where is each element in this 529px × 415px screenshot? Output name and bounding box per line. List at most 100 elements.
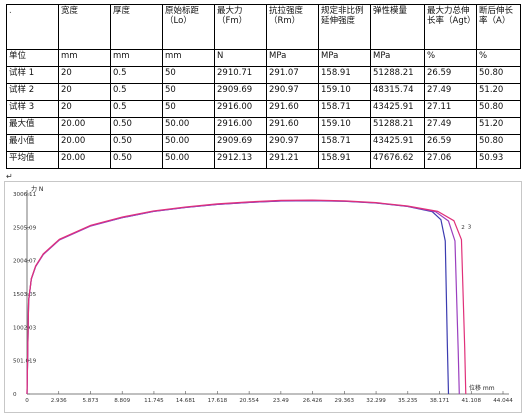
x-tick-label: 23.49 xyxy=(273,398,289,404)
y-tick-label: 1002.03 xyxy=(13,325,37,331)
x-tick-label: 11.745 xyxy=(144,398,164,404)
column-header: 最大力（Fm） xyxy=(214,4,267,50)
table-cell: 0.50 xyxy=(110,117,163,135)
series-line xyxy=(26,199,467,395)
x-tick-label: 35.235 xyxy=(398,398,418,404)
y-tick-label: 501.019 xyxy=(13,359,37,365)
column-header: 原始标距（Lo） xyxy=(162,4,215,50)
table-cell: 50 xyxy=(162,66,215,84)
table-header-row: . 宽度 厚度 原始标距（Lo） 最大力（Fm） 抗拉强度（Rm） 规定非比例延伸强度 弹性模… xyxy=(6,4,521,50)
x-tick-label: 5.873 xyxy=(82,398,98,404)
row-label: 单位 xyxy=(6,49,59,67)
chart-svg: 0 501.019 1002.03 1503.05 2004.07 2505.09 3006… xyxy=(13,185,513,404)
table-cell: 2912.13 xyxy=(214,151,267,169)
table-cell: 20.00 xyxy=(58,117,111,135)
table-cell: 0.5 xyxy=(110,83,163,101)
unit-cell: mm xyxy=(162,49,215,67)
series-label: 3 xyxy=(468,225,472,231)
table-cell: 291.60 xyxy=(266,100,319,118)
table-cell: 2909.69 xyxy=(214,83,267,101)
table-units-row: 单位 mm mm mm N MPa MPa MPa%% xyxy=(6,49,521,67)
table-cell: 291.07 xyxy=(266,66,319,84)
unit-cell: MPa xyxy=(370,49,425,67)
table-cell: 27.49 xyxy=(424,117,477,135)
table-cell: 26.59 xyxy=(424,134,477,152)
y-tick-label: 0 xyxy=(13,392,17,398)
table-cell: 51.20 xyxy=(476,117,521,135)
table-cell: 291.60 xyxy=(266,117,319,135)
x-axis-label: 位移 mm xyxy=(469,384,495,392)
table-cell: 50.00 xyxy=(162,151,215,169)
results-table: . 宽度 厚度 原始标距（Lo） 最大力（Fm） 抗拉强度（Rm） 规定非比例延伸强度 弹性模… xyxy=(6,4,521,169)
column-header: 厚度 xyxy=(110,4,163,50)
table-cell: 26.59 xyxy=(424,66,477,84)
unit-cell: % xyxy=(424,49,477,67)
series-line xyxy=(26,200,450,395)
table-cell: 50.00 xyxy=(162,117,215,135)
unit-cell: N xyxy=(214,49,267,67)
table-cell: 158.71 xyxy=(318,100,371,118)
table-cell: 0.5 xyxy=(110,100,163,118)
results-table-wrapper: . 宽度 厚度 原始标距（Lo） 最大力（Fm） 抗拉强度（Rm） 规定非比例延伸强度 弹性模… xyxy=(6,4,521,169)
table-cell: 0.5 xyxy=(110,66,163,84)
table-cell: 51288.21 xyxy=(370,66,425,84)
table-cell: 48315.74 xyxy=(370,83,425,101)
column-header: 宽度 xyxy=(58,4,111,50)
y-axis-label: 力 N xyxy=(31,185,43,193)
column-header: 断后伸长率（A） xyxy=(476,4,521,50)
y-tick-label: 1503.05 xyxy=(13,292,37,298)
table-row: 试样 1 20 0.5 50 2910.71 291.07 158.91 51288.21 26… xyxy=(6,66,521,84)
table-cell: 159.10 xyxy=(318,117,371,135)
row-label: 最大值 xyxy=(6,117,59,135)
series-label: 2 xyxy=(461,225,465,231)
table-cell: 50 xyxy=(162,100,215,118)
table-corner-cell: . xyxy=(6,4,59,50)
table-cell: 50.93 xyxy=(476,151,521,169)
row-label: 试样 1 xyxy=(6,66,59,84)
table-cell: 0.50 xyxy=(110,151,163,169)
x-tick-label: 17.618 xyxy=(208,398,228,404)
unit-cell: mm xyxy=(58,49,111,67)
table-cell: 43425.91 xyxy=(370,134,425,152)
x-tick-label: 41.108 xyxy=(461,398,481,404)
table-cell: 0.50 xyxy=(110,134,163,152)
table-cell: 2909.69 xyxy=(214,134,267,152)
table-cell: 50.80 xyxy=(476,100,521,118)
table-cell: 158.71 xyxy=(318,134,371,152)
table-cell: 50.80 xyxy=(476,66,521,84)
table-row: 平均值 20.00 0.50 50.00 2912.13 291.21 158.91 4767… xyxy=(6,151,521,169)
table-cell: 20 xyxy=(58,66,111,84)
table-cell: 291.21 xyxy=(266,151,319,169)
x-tick-label: 20.554 xyxy=(239,398,259,404)
table-row: 最大值 20.00 0.50 50.00 2916.00 291.60 159.10 5128… xyxy=(6,117,521,135)
x-tick-label: 29.363 xyxy=(335,398,355,404)
column-header: 最大力总伸长率（Agt） xyxy=(424,4,477,50)
table-cell: 2916.00 xyxy=(214,100,267,118)
y-tick-label: 2004.07 xyxy=(13,259,37,265)
table-cell: 50 xyxy=(162,83,215,101)
y-tick-label: 3006.11 xyxy=(13,192,37,198)
row-label: 试样 3 xyxy=(6,100,59,118)
x-tick-label: 26.426 xyxy=(303,398,323,404)
row-label: 试样 2 xyxy=(6,83,59,101)
x-tick-label: 44.044 xyxy=(493,398,513,404)
table-row: 试样 3 20 0.5 50 2916.00 291.60 158.71 43425.91 27… xyxy=(6,100,521,118)
table-row: 最小值 20.00 0.50 50.00 2909.69 290.97 158.71 4342… xyxy=(6,134,521,152)
table-cell: 27.06 xyxy=(424,151,477,169)
table-cell: 47676.62 xyxy=(370,151,425,169)
unit-cell: MPa xyxy=(266,49,319,67)
unit-cell: MPa xyxy=(318,49,371,67)
table-cell: 2910.71 xyxy=(214,66,267,84)
force-displacement-chart: 0 501.019 1002.03 1503.05 2004.07 2505.09 3006… xyxy=(4,181,522,413)
unit-cell: mm xyxy=(110,49,163,67)
x-tick-label: 32.299 xyxy=(366,398,386,404)
column-header: 规定非比例延伸强度 xyxy=(318,4,371,50)
table-cell: 158.91 xyxy=(318,66,371,84)
unit-cell: % xyxy=(476,49,521,67)
table-cell: 27.11 xyxy=(424,100,477,118)
column-header: 抗拉强度（Rm） xyxy=(266,4,319,50)
table-cell: 43425.91 xyxy=(370,100,425,118)
table-cell: 20 xyxy=(58,100,111,118)
table-cell: 290.97 xyxy=(266,83,319,101)
table-cell: 159.10 xyxy=(318,83,371,101)
